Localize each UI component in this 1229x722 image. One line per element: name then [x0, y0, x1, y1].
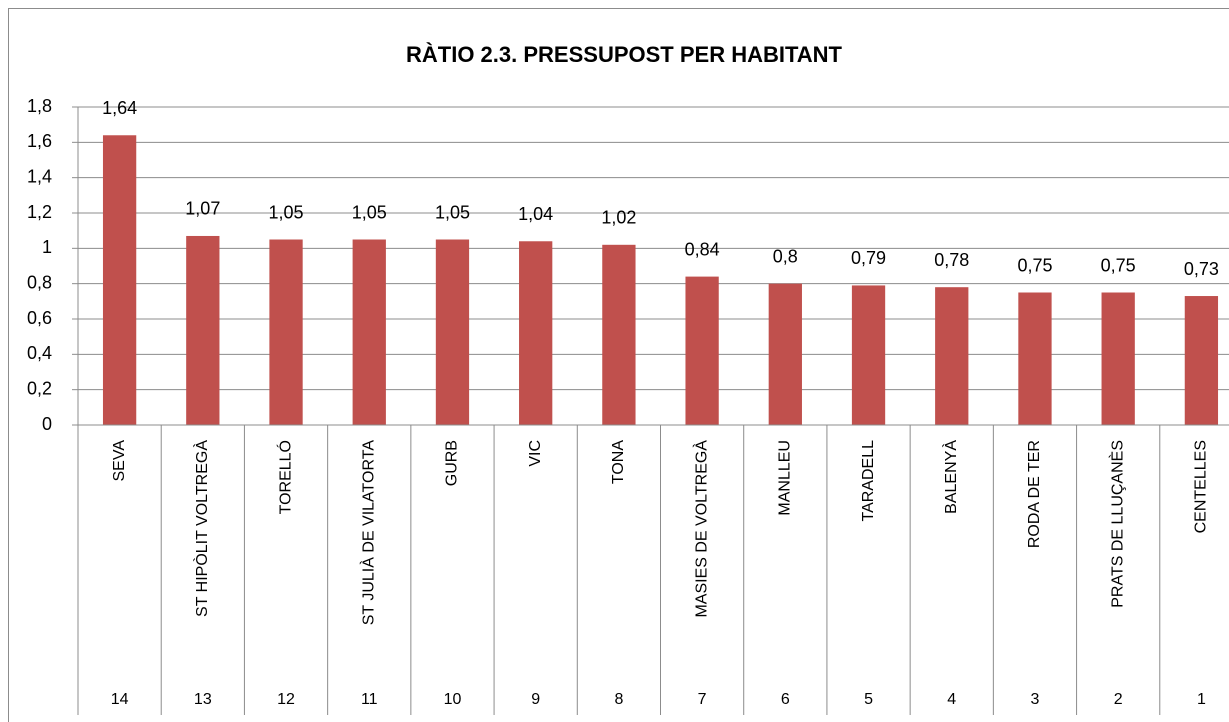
category-rank: 12 — [277, 691, 295, 708]
y-tick-label: 1,4 — [27, 166, 52, 186]
bar — [186, 235, 220, 425]
value-label: 1,02 — [601, 208, 636, 228]
x-tick-label: RODA DE TER — [1026, 440, 1043, 548]
bar — [102, 135, 137, 425]
x-tick-label: MANLLEU — [777, 440, 794, 516]
x-tick-label: TARADELL — [860, 440, 877, 522]
x-tick-label: PRATS DE LLUÇANÈS — [1107, 440, 1126, 608]
x-tick-label: TONA — [610, 440, 627, 484]
x-tick-label: TORELLÓ — [275, 440, 294, 514]
y-tick-label: 0 — [42, 414, 52, 434]
bar — [352, 239, 386, 425]
bar — [1184, 296, 1219, 425]
bar — [851, 285, 886, 425]
value-label: 1,07 — [185, 199, 220, 219]
value-label: 0,79 — [851, 248, 886, 268]
category-rank: 7 — [698, 691, 707, 708]
value-label: 1,05 — [269, 202, 304, 222]
bar — [269, 239, 303, 425]
x-tick-label: GURB — [444, 440, 461, 486]
chart-frame — [8, 8, 1229, 722]
category-rank: 11 — [361, 691, 378, 708]
x-tick-label: ST JULIÀ DE VILATORTA — [358, 440, 377, 626]
bar — [435, 239, 470, 425]
category-rank: 10 — [444, 691, 462, 708]
category-rank: 4 — [947, 691, 956, 708]
bar — [685, 276, 719, 425]
bar — [935, 287, 969, 425]
value-label: 1,05 — [435, 202, 470, 222]
bar — [519, 241, 553, 425]
x-tick-label: ST HIPÒLIT VOLTREGÀ — [192, 440, 211, 617]
y-tick-label: 1,6 — [27, 131, 52, 151]
x-tick-label: CENTELLES — [1193, 440, 1210, 533]
y-tick-label: 1 — [42, 237, 52, 257]
y-tick-label: 0,4 — [27, 343, 52, 363]
bar — [768, 283, 802, 425]
y-tick-label: 1,2 — [27, 202, 52, 222]
bar — [602, 244, 636, 425]
y-tick-label: 0,8 — [27, 272, 52, 292]
y-tick-label: 0,2 — [27, 378, 52, 398]
value-label: 1,05 — [352, 202, 387, 222]
value-label: 0,84 — [685, 239, 720, 259]
category-rank: 14 — [111, 691, 129, 708]
x-tick-label: BALENYÀ — [941, 440, 960, 514]
value-label: 0,78 — [934, 250, 969, 270]
bar — [1018, 292, 1052, 425]
category-rank: 13 — [194, 691, 212, 708]
chart-title: RÀTIO 2.3. PRESSUPOST PER HABITANT — [406, 42, 843, 67]
bar — [1101, 292, 1135, 425]
y-tick-label: 1,8 — [27, 96, 52, 116]
value-label: 1,04 — [518, 204, 553, 224]
category-rank: 9 — [531, 691, 540, 708]
category-rank: 1 — [1197, 691, 1206, 708]
category-rank: 6 — [781, 691, 790, 708]
category-rank: 8 — [614, 691, 623, 708]
value-label: 1,64 — [102, 98, 137, 118]
y-tick-label: 0,6 — [27, 308, 52, 328]
category-rank: 5 — [864, 691, 873, 708]
x-tick-label: MASIES DE VOLTREGÀ — [691, 440, 710, 618]
value-label: 0,75 — [1101, 255, 1136, 275]
x-tick-label: SEVA — [111, 440, 128, 482]
x-tick-label: VIC — [527, 440, 544, 467]
value-label: 0,8 — [773, 246, 798, 266]
category-rank: 3 — [1031, 691, 1040, 708]
category-rank: 2 — [1114, 691, 1123, 708]
value-label: 0,73 — [1184, 259, 1219, 279]
value-label: 0,75 — [1017, 255, 1052, 275]
